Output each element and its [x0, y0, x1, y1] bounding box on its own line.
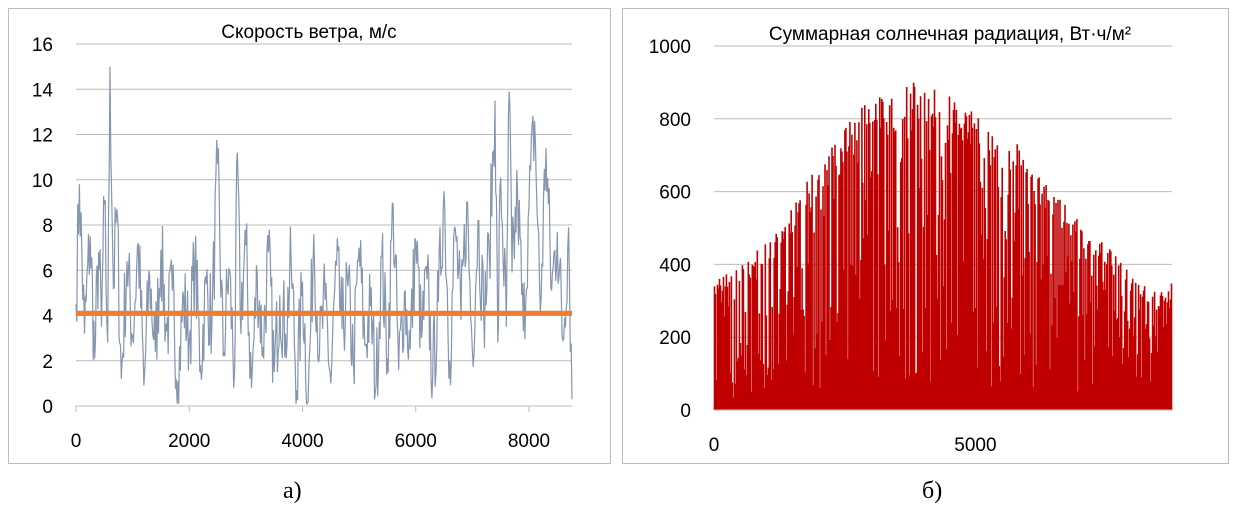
- subfigure-caption-a: а): [283, 478, 302, 504]
- wind-speed-chart: 0 2 4 6 8 10 12 14 16 0 2000 4000 6000 8000 Скорость…: [8, 8, 611, 464]
- y-tick-label: 800: [659, 110, 691, 131]
- y-tick-label: 0: [680, 401, 691, 422]
- y-tick-label: 8: [42, 216, 53, 237]
- y-tick-label: 1000: [649, 37, 691, 58]
- y-tick-label: 200: [659, 328, 691, 349]
- solar-radiation-series-area: [713, 82, 1173, 410]
- y-tick-label: 0: [42, 397, 53, 418]
- y-tick-label: 10: [32, 171, 53, 192]
- y-tick-label: 14: [32, 80, 54, 101]
- solar-radiation-chart: 0 200 400 600 800 1000 0 5000 Суммарная солнеч…: [622, 8, 1229, 464]
- x-tick-label: 0: [71, 431, 82, 452]
- wind-chart-title: Скорость ветра, м/с: [221, 22, 396, 43]
- y-tick-label: 4: [42, 307, 53, 328]
- x-tick-label: 5000: [954, 435, 996, 456]
- wind-speed-series-line: [75, 66, 573, 405]
- x-tick-label: 0: [709, 435, 720, 456]
- y-tick-label: 600: [659, 183, 691, 204]
- wind-speed-chart-svg: 0 2 4 6 8 10 12 14 16 0 2000 4000 6000 8000 Скорость…: [32, 22, 573, 452]
- y-tick-label: 6: [42, 261, 53, 282]
- x-tick-label: 8000: [508, 431, 550, 452]
- y-tick-label: 12: [32, 126, 53, 147]
- y-tick-label: 16: [32, 35, 53, 56]
- x-tick-label: 4000: [281, 431, 323, 452]
- y-tick-label: 2: [42, 352, 53, 373]
- y-tick-label: 400: [659, 255, 691, 276]
- x-tick-label: 2000: [168, 431, 210, 452]
- subfigure-caption-b: б): [922, 478, 943, 504]
- x-tick-label: 6000: [395, 431, 437, 452]
- radiation-chart-title: Суммарная солнечная радиация, Вт·ч/м²: [769, 24, 1131, 45]
- solar-radiation-chart-svg: 0 200 400 600 800 1000 0 5000 Суммарная солнеч…: [649, 24, 1173, 456]
